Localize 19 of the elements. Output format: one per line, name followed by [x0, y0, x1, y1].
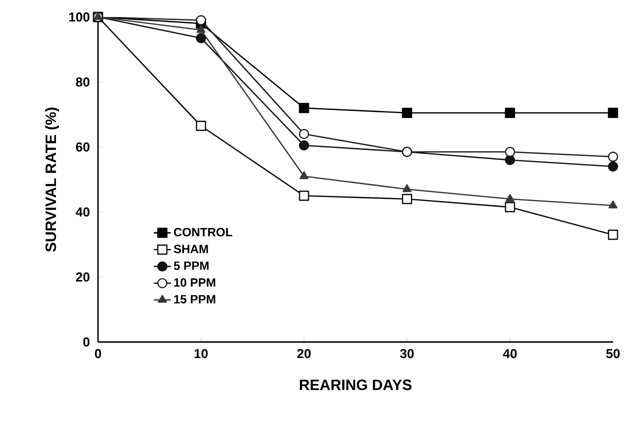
x-tick-label: 50	[606, 349, 620, 358]
x-tick-label: 30	[400, 349, 414, 358]
legend-label: 5 PPM	[174, 262, 209, 270]
x-tick-label: 0	[94, 349, 102, 358]
x-tick-label: 40	[503, 349, 517, 358]
y-tick-label: 20	[76, 272, 90, 282]
x-tick-label: 10	[194, 349, 208, 358]
legend-label: CONTROL	[174, 228, 232, 236]
y-tick-label: 80	[76, 77, 90, 87]
legend-label: SHAM	[174, 244, 208, 254]
y-tick-label: 60	[76, 142, 90, 152]
x-axis-title: REARING DAYS	[300, 380, 412, 390]
y-tick-label: 0	[83, 337, 90, 347]
x-tick-label: 20	[297, 349, 311, 358]
legend-label: 15 PPM	[174, 295, 216, 304]
y-tick-label: 100	[69, 12, 90, 22]
y-tick-label: 40	[76, 207, 90, 217]
legend-label: 10 PPM	[174, 278, 216, 287]
y-axis-title: SURVIVAL RATE (%)	[45, 108, 60, 252]
